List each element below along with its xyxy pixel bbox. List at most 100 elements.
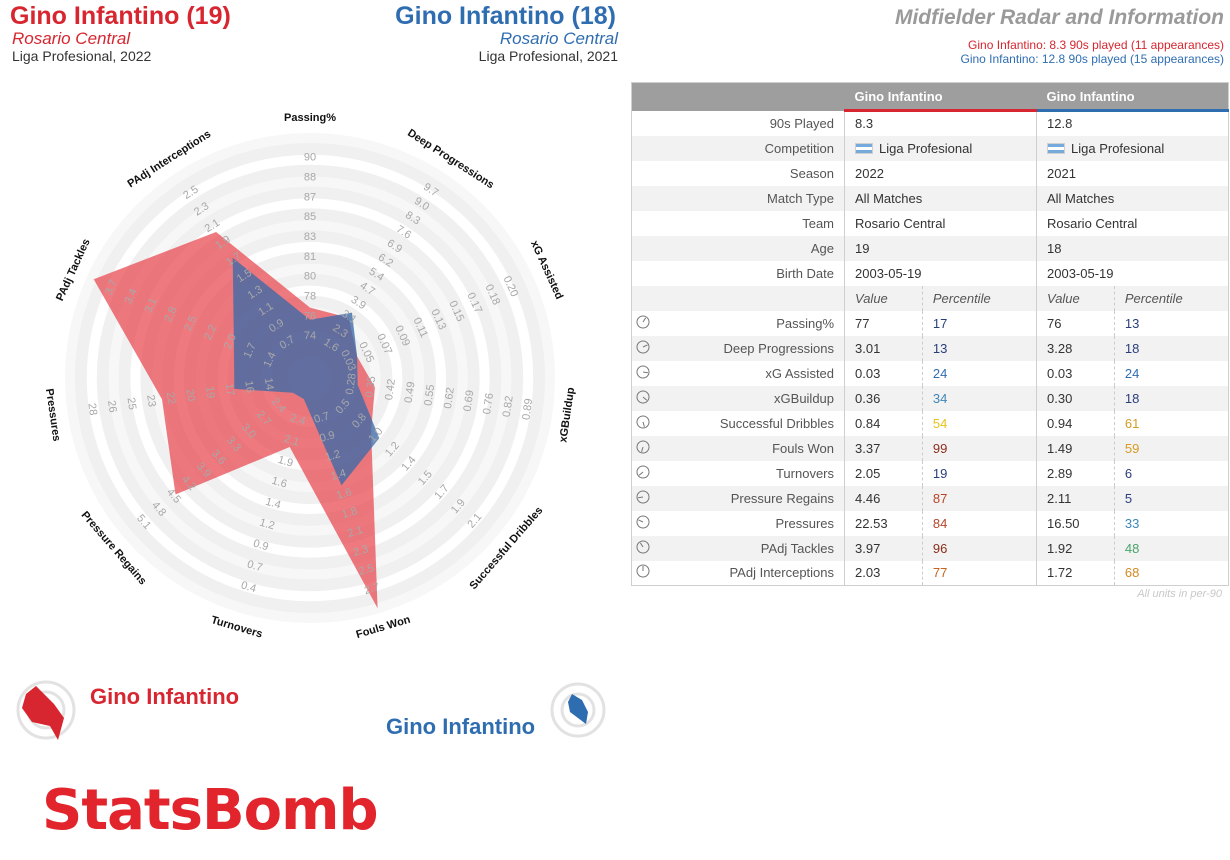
radar-tick-label: 2.7 <box>363 581 381 597</box>
player2-stat-value: 76 <box>1047 315 1062 331</box>
player2-percentile: 13 <box>1113 310 1229 336</box>
table-row: Pressure Regains 4.46 87 2.11 5 <box>631 485 1229 511</box>
stat-dial-icon <box>636 564 650 578</box>
table-row: Age 19 18 <box>631 235 1229 261</box>
radar-tick-label: 28 <box>85 402 99 416</box>
player1-percentile: 77 <box>921 560 1038 586</box>
row-icon-cell <box>632 261 658 286</box>
player1-percentile: 34 <box>921 385 1038 411</box>
radar-axis-label: xGBuildup <box>557 386 577 443</box>
player1-value: 8.3 <box>844 110 1037 136</box>
player2-stat-value: 1.92 <box>1036 535 1115 561</box>
player1-stat-value: 2.05 <box>855 465 881 481</box>
player2-value: 18 <box>1036 235 1229 261</box>
radar-tick-label: 1.2 <box>258 517 276 533</box>
player1-value: Rosario Central <box>844 210 1037 236</box>
stat-label: Pressure Regains <box>657 485 846 511</box>
radar-tick-label: 0.49 <box>403 381 418 404</box>
radar-tick-label: 0.69 <box>462 389 477 412</box>
player1-stat-value: 2.03 <box>855 565 881 581</box>
row-icon-cell <box>631 185 658 211</box>
table-row: Competition Liga Profesional Liga Profesio… <box>631 135 1229 161</box>
radar-tick-label: 87 <box>304 191 316 203</box>
stat-label: Deep Progressions <box>657 335 846 361</box>
player1-stat-value: 0.03 <box>855 365 881 381</box>
player1-stat-value: 77 <box>855 315 870 331</box>
row-label: Competition <box>657 135 846 161</box>
table-row: Birth Date 2003-05-19 2003-05-19 <box>632 260 1229 286</box>
row-label: 90s Played <box>657 110 846 136</box>
radar-tick-label: 0.4 <box>239 579 257 595</box>
radar-tick-label: 2.5 <box>357 562 375 578</box>
player1-stat-value: 0.36 <box>844 385 923 411</box>
table-row: PAdj Interceptions 2.03 77 1.72 68 <box>632 560 1229 586</box>
player1-stat-value: 22.53 <box>855 515 888 531</box>
player2-stat-value: 0.94 <box>1047 415 1073 431</box>
player1-percentile: 99 <box>921 435 1038 461</box>
player2-percentile: 24 <box>1113 360 1229 386</box>
radar-ring <box>65 133 555 623</box>
player1-competition: Liga Profesional, 2022 <box>12 48 152 64</box>
radar-tick-label: 85 <box>304 211 316 223</box>
stat-label: xG Assisted <box>657 360 846 386</box>
stat-label: Fouls Won <box>657 435 846 461</box>
player2-percentile: 6 <box>1113 460 1229 486</box>
player1-stat-value: 3.97 <box>844 535 923 561</box>
radar-tick-label: 16 <box>242 380 256 394</box>
stat-dial-icon <box>636 415 650 428</box>
table-body: 90s Played 8.3 12.8 Competition Liga Profesi… <box>631 110 1229 586</box>
radar-axis-label: Pressures <box>43 388 62 442</box>
player1-percentile: 17 <box>921 310 1038 336</box>
player1-column-header: Gino Infantino <box>844 82 1037 112</box>
argentina-flag-icon <box>855 142 874 154</box>
player1-stat-value: 0.84 <box>855 415 881 431</box>
table-row: Successful Dribbles 0.84 54 0.94 61 <box>632 410 1229 436</box>
player2-value: 2003-05-19 <box>1047 265 1114 281</box>
player1-percentile: 87 <box>921 485 1038 511</box>
stat-dial-icon <box>636 340 650 353</box>
radar-tick-label: 22 <box>164 391 178 405</box>
player2-stat-value: 16.50 <box>1047 515 1080 531</box>
row-icon-cell <box>632 361 658 386</box>
player2-value: 2021 <box>1047 165 1076 181</box>
player2-percentile: 5 <box>1113 485 1229 511</box>
player2-stat-value: 1.72 <box>1047 565 1073 581</box>
stat-dial-icon <box>636 490 650 503</box>
player2-column-header: Gino Infantino <box>1036 82 1229 112</box>
row-icon-cell <box>632 111 658 136</box>
radar-tick-label: 0.9 <box>318 429 336 445</box>
value-header: Value <box>1036 285 1115 311</box>
player1-percentile: 24 <box>921 360 1038 386</box>
player1-name: Gino Infantino (19) <box>10 2 231 30</box>
player2-percentile: 48 <box>1113 535 1229 561</box>
radar-tick-label: 76 <box>304 310 316 322</box>
radar-tick-label: 14 <box>262 377 276 391</box>
stat-dial-icon <box>636 390 650 403</box>
radar-tick-label: 1.2 <box>324 448 342 464</box>
radar-tick-label: 1.7 <box>242 341 259 360</box>
stat-dial-icon <box>636 465 650 478</box>
radar-tick-label: 2.3 <box>352 543 370 559</box>
table-row: Season 2022 2021 <box>632 160 1229 186</box>
row-icon-cell <box>632 161 658 186</box>
player2-value: Liga Profesional <box>1036 135 1229 161</box>
player1-percentile: 84 <box>921 510 1038 536</box>
player1-stat-value: 3.37 <box>844 435 923 461</box>
radar-tick-label: 1.9 <box>276 454 294 470</box>
player1-value: 2003-05-19 <box>844 260 1037 286</box>
radar-tick-label: 3.4 <box>123 287 140 306</box>
player1-stat-value: 3.01 <box>844 335 923 361</box>
radar-tick-label: 2.1 <box>346 524 364 540</box>
player1-value: Liga Profesional <box>844 135 1037 161</box>
player2-percentile: 18 <box>1113 385 1229 411</box>
radar-tick-label: 0.7 <box>313 410 331 426</box>
row-icon-cell <box>631 485 658 511</box>
player2-stat-value: 0.30 <box>1036 385 1115 411</box>
row-icon-cell <box>631 285 658 311</box>
player2-percentile: 59 <box>1113 435 1229 461</box>
radar-tick-label: 2.1 <box>282 433 300 449</box>
table-row: Turnovers 2.05 19 2.89 6 <box>632 460 1229 486</box>
player1-value: 2022 <box>844 160 1037 186</box>
player2-team: Rosario Central <box>499 29 618 48</box>
radar-tick-label: 0.28 <box>344 373 359 396</box>
